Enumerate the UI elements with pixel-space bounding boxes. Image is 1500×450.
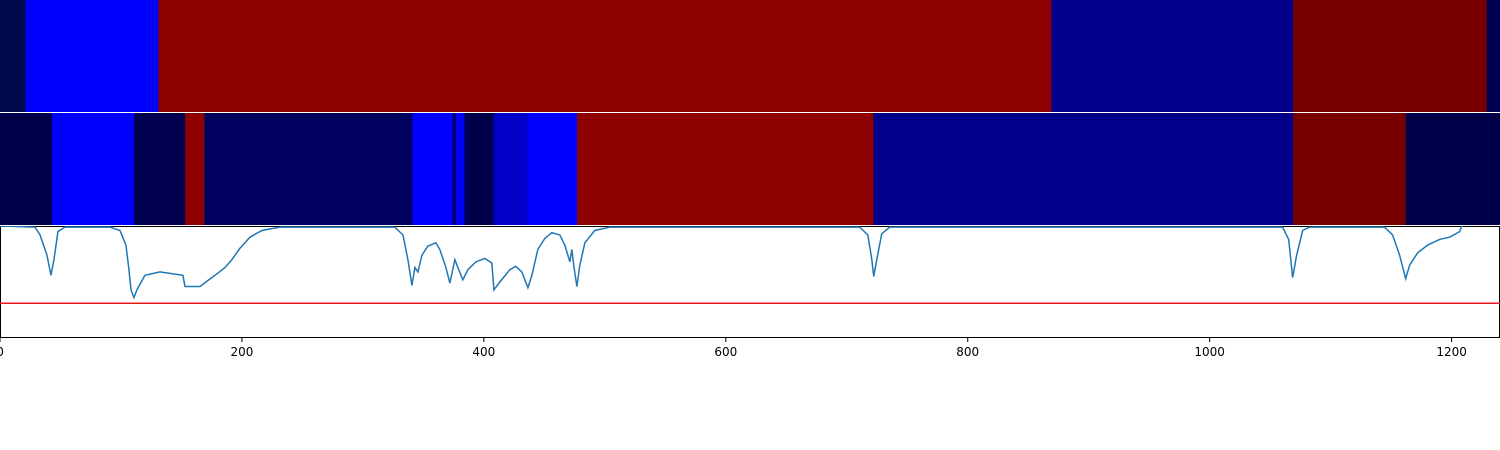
plot-frame [0,226,1500,338]
segment [1293,113,1407,225]
segment [527,113,578,225]
segment [1293,0,1488,112]
segment [1051,0,1294,112]
x-tick-label: 0 [0,345,4,359]
segment [25,0,159,112]
segment [873,113,1294,225]
segment [1405,113,1500,225]
line [0,226,1463,300]
segment [1486,0,1500,112]
segment [493,113,528,225]
segment [577,113,874,225]
x-tick-label: 200 [230,345,253,359]
x-tick-label: 1000 [1194,345,1225,359]
segment [204,113,413,225]
segment [452,113,457,225]
segment [412,113,453,225]
x-tick-label: 1200 [1436,345,1467,359]
segment [0,0,26,112]
segment [0,113,53,225]
segment [464,113,495,225]
segment [185,113,205,225]
x-tick-label: 600 [714,345,737,359]
segment [456,113,466,225]
segment [52,113,135,225]
segment [134,113,186,225]
segment [158,0,1052,112]
x-tick-label: 400 [472,345,495,359]
x-tick-label: 800 [956,345,979,359]
